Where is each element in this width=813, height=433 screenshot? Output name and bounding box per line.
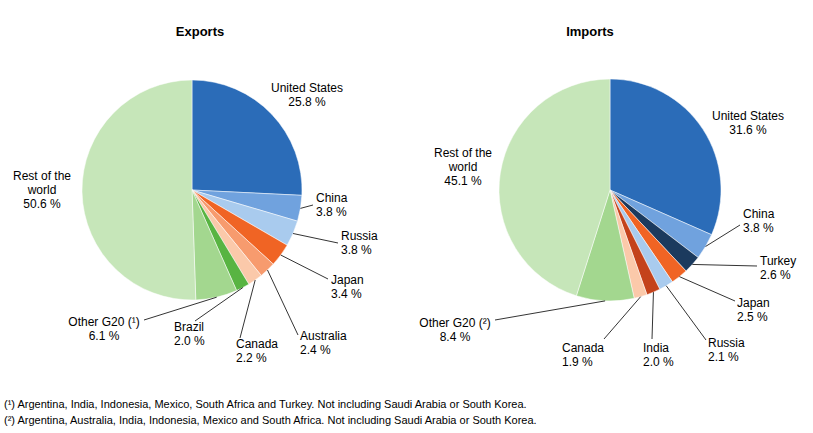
svg-text:Rest of theworld50.6 %: Rest of theworld50.6 %: [13, 169, 71, 211]
svg-text:Russia2.1 %: Russia2.1 %: [708, 336, 745, 364]
svg-text:Canada2.2 %: Canada2.2 %: [236, 337, 278, 365]
svg-text:Japan2.5 %: Japan2.5 %: [737, 296, 770, 324]
html-text:Imports: Imports: [566, 24, 614, 39]
svg-text:Other G20 (¹)6.1 %: Other G20 (¹)6.1 %: [68, 315, 139, 343]
svg-text:Other G20 (²)8.4 %: Other G20 (²)8.4 %: [419, 316, 490, 344]
html-text:Exports: Exports: [175, 24, 225, 39]
svg-text:Canada1.9 %: Canada1.9 %: [562, 341, 604, 369]
svg-text:Russia3.8 %: Russia3.8 %: [341, 229, 378, 257]
svg-text:Japan3.4 %: Japan3.4 %: [331, 273, 364, 301]
html-text:(²) Argentina, Australia, Indi: (²) Argentina, Australia, India, Indones…: [4, 414, 537, 426]
html-text:(¹) Argentina, India, Indonesi: (¹) Argentina, India, Indonesia, Mexico,…: [4, 398, 527, 410]
svg-text:Brazil2.0 %: Brazil2.0 %: [174, 320, 205, 348]
svg-text:Turkey2.6 %: Turkey2.6 %: [760, 254, 796, 282]
svg-text:China3.8 %: China3.8 %: [743, 207, 775, 235]
svg-text:India2.0 %: India2.0 %: [643, 341, 674, 369]
svg-text:Australia2.4 %: Australia2.4 %: [300, 329, 347, 357]
svg-text:United States25.8 %: United States25.8 %: [271, 81, 343, 109]
svg-text:China3.8 %: China3.8 %: [316, 191, 348, 219]
svg-text:United States31.6 %: United States31.6 %: [712, 109, 784, 137]
svg-text:Rest of theworld45.1 %: Rest of theworld45.1 %: [434, 146, 492, 188]
